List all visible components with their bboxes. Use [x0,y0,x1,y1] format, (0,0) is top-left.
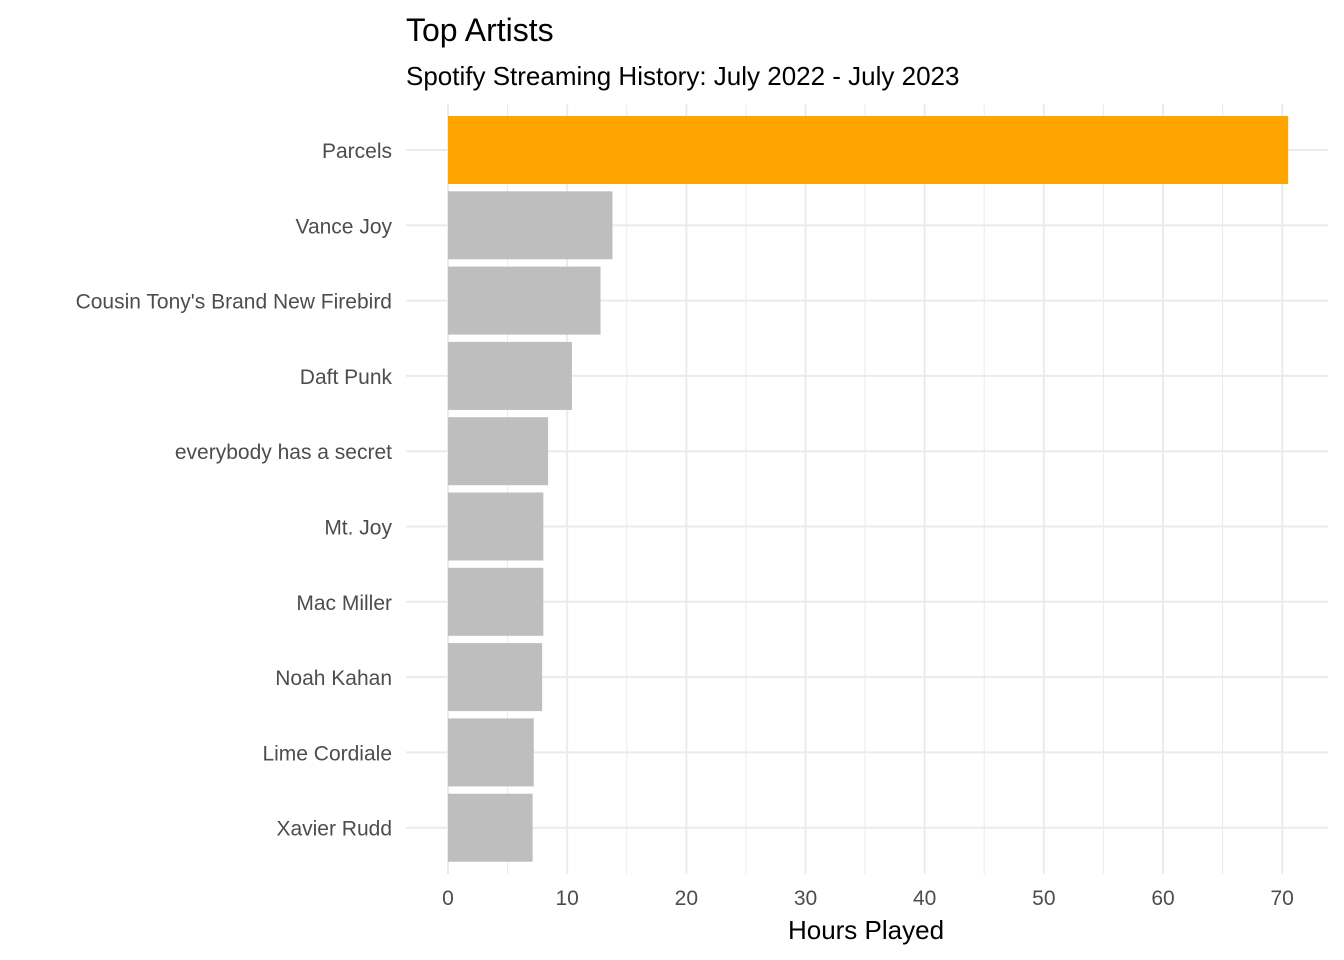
y-tick-label: Cousin Tony's Brand New Firebird [76,291,392,314]
y-tick-label: Xavier Rudd [276,818,392,841]
bar [448,191,613,260]
bar [448,567,544,636]
x-tick-label: 20 [675,887,698,910]
y-tick-label: Noah Kahan [275,667,392,690]
bar [448,793,533,862]
chart-title: Top Artists [406,12,554,48]
y-tick-label: Daft Punk [300,366,393,389]
y-tick-label: everybody has a secret [175,441,392,464]
bar [448,718,534,787]
y-axis-tick-labels: Parcels Vance Joy Cousin Tony's Brand New … [76,140,393,841]
bar [448,417,549,486]
bar [448,492,544,561]
y-tick-label: Parcels [322,140,392,163]
x-tick-label: 70 [1271,887,1294,910]
x-tick-label: 30 [794,887,817,910]
bar [448,116,1289,184]
x-tick-label: 40 [913,887,936,910]
bar [448,643,543,712]
y-tick-label: Lime Cordiale [262,742,392,765]
x-tick-label: 10 [555,887,578,910]
y-tick-label: Mac Miller [296,592,392,615]
x-axis-title: Hours Played [788,915,944,945]
grid [406,104,1328,874]
bar [448,266,601,335]
x-tick-label: 60 [1151,887,1174,910]
bar [448,341,572,410]
x-tick-label: 0 [442,887,454,910]
y-tick-label: Vance Joy [296,215,393,238]
y-tick-label: Mt. Joy [324,517,392,540]
bars [448,116,1289,862]
chart-subtitle: Spotify Streaming History: July 2022 - J… [406,61,959,91]
x-tick-label: 50 [1032,887,1055,910]
x-axis-tick-labels: 0 10 20 30 40 50 60 70 [442,887,1294,910]
